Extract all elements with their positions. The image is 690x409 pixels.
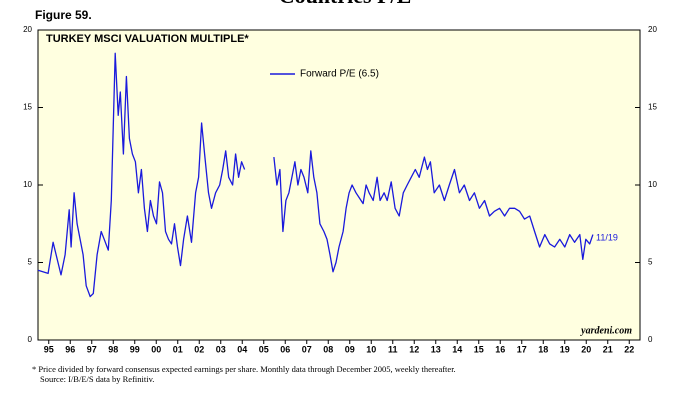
x-tick-label: 07	[302, 344, 312, 354]
x-tick-label: 95	[44, 344, 54, 354]
x-tick-label: 16	[495, 344, 505, 354]
y-tick-label: 20	[23, 25, 32, 34]
series-line	[273, 150, 594, 273]
x-tick-label: 18	[538, 344, 548, 354]
chart-title: TURKEY MSCI VALUATION MULTIPLE*	[46, 33, 249, 45]
x-tick-label: 09	[345, 344, 355, 354]
y2-tick-label: 15	[648, 103, 657, 112]
x-tick-label: 12	[409, 344, 419, 354]
y-tick-label: 5	[28, 258, 33, 267]
source-mark: yardeni.com	[580, 325, 632, 336]
figure-label: Figure 59.	[35, 8, 92, 22]
x-tick-label: 01	[173, 344, 183, 354]
legend-label: Forward P/E (6.5)	[300, 69, 379, 80]
y2-tick-label: 5	[648, 258, 653, 267]
x-tick-label: 17	[517, 344, 527, 354]
x-tick-label: 02	[194, 344, 204, 354]
x-tick-label: 22	[624, 344, 634, 354]
x-tick-label: 97	[87, 344, 97, 354]
x-tick-label: 06	[280, 344, 290, 354]
y2-tick-label: 10	[648, 180, 657, 189]
series-line	[37, 52, 246, 298]
y-tick-label: 0	[28, 335, 33, 344]
x-tick-label: 99	[130, 344, 140, 354]
page-title: Countries P/E	[279, 0, 412, 8]
source: Source: I/B/E/S data by Refinitiv.	[40, 374, 154, 384]
plot-area	[37, 29, 641, 341]
y-tick-label: 10	[23, 180, 32, 189]
x-tick-label: 05	[259, 344, 269, 354]
x-tick-label: 11	[388, 344, 398, 354]
x-tick-label: 08	[323, 344, 333, 354]
x-tick-label: 10	[366, 344, 376, 354]
x-tick-label: 03	[216, 344, 226, 354]
y2-tick-label: 0	[648, 335, 653, 344]
x-tick-label: 21	[603, 344, 613, 354]
x-tick-label: 98	[108, 344, 118, 354]
x-tick-label: 13	[431, 344, 441, 354]
end-label: 11/19	[596, 232, 618, 242]
x-tick-label: 00	[151, 344, 161, 354]
x-tick-label: 14	[452, 344, 462, 354]
x-tick-label: 19	[560, 344, 570, 354]
x-tick-label: 20	[581, 344, 591, 354]
x-tick-label: 04	[237, 344, 247, 354]
footnote: * Price divided by forward consensus exp…	[32, 364, 456, 374]
y2-tick-label: 20	[648, 25, 657, 34]
y-tick-label: 15	[23, 103, 32, 112]
x-tick-label: 15	[474, 344, 484, 354]
x-tick-label: 96	[65, 344, 75, 354]
